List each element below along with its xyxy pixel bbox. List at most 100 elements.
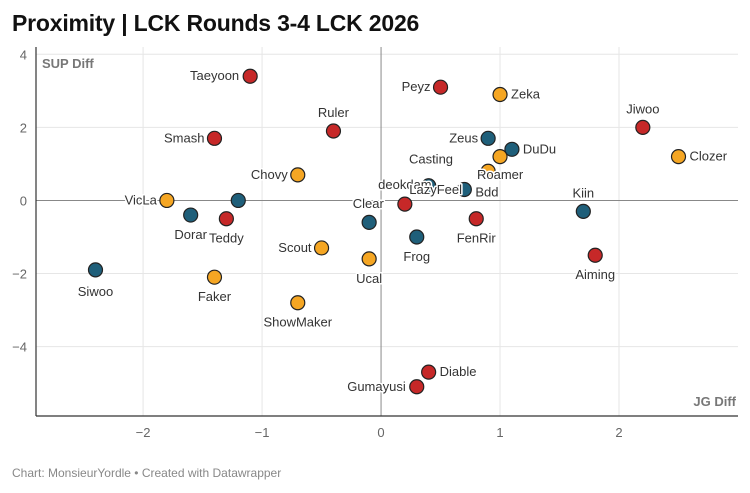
point-label: Smash <box>164 130 204 145</box>
point-label-halo: Siwoo <box>78 284 113 299</box>
point-label: Clozer <box>690 149 728 164</box>
data-point-zeus: Zeus <box>480 130 496 146</box>
point-label-halo: Kiin <box>572 185 594 200</box>
data-point-cuzz: Cuzz <box>230 192 246 209</box>
point-label: Ruler <box>318 105 350 120</box>
point-label-halo: Zeka <box>511 86 541 101</box>
point-label: Teddy <box>209 231 244 246</box>
point-label: LazyFeel <box>409 182 462 197</box>
data-point-dorar: Dorar <box>183 207 199 223</box>
point-label: Diable <box>440 364 477 379</box>
data-point-kiin: Kiin <box>575 203 591 220</box>
data-point-casting: Casting <box>492 149 508 165</box>
data-point-jiwoo: Jiwoo <box>635 119 651 135</box>
point-label: DuDu <box>523 141 556 156</box>
point-label: Dorar <box>174 227 207 242</box>
point-label: Faker <box>198 289 232 304</box>
data-point-scout: Scout <box>313 240 330 256</box>
point-label-halo: Dorar <box>174 227 207 242</box>
point-label-halo: Taeyoon <box>190 68 239 83</box>
point-label: Gumayusi <box>347 379 406 394</box>
data-point-siwoo: Siwoo <box>87 262 104 278</box>
point-label: Scout <box>278 240 312 255</box>
point-label-halo: Clozer <box>690 149 728 164</box>
point-label-halo: Chovy <box>251 167 288 182</box>
data-point-frog: Frog <box>409 229 425 245</box>
x-axis-title: JG Diff <box>693 394 736 409</box>
point-label: Siwoo <box>78 284 113 299</box>
point-label-halo: Peyz <box>402 79 431 94</box>
data-point-showmaker: ShowMaker <box>290 295 306 311</box>
point-label: Bdd <box>475 184 498 199</box>
point-label: Kiin <box>572 185 594 200</box>
y-tick-label: 0 <box>20 193 27 208</box>
point-label-halo: Casting <box>409 152 453 167</box>
data-point-vicla: VicLa <box>159 192 175 209</box>
axis-layer: −2 −1 0 1 2 −4 −2 0 2 4 SUP Diff JG Diff <box>12 47 738 440</box>
data-point-smash: Smash <box>206 130 223 146</box>
x-tick-label: 0 <box>377 425 384 440</box>
y-tick-label: −4 <box>12 340 27 355</box>
x-tick-label: −2 <box>136 425 151 440</box>
point-label: Chovy <box>251 167 288 182</box>
data-point-dudu: DuDu <box>504 141 520 157</box>
data-point-chovy: Chovy <box>290 167 306 183</box>
y-axis-title: SUP Diff <box>42 56 94 71</box>
point-label-halo: Roamer <box>477 167 524 182</box>
point-label-halo: Smash <box>164 130 204 145</box>
point-label-halo: Aiming <box>575 267 615 282</box>
data-point-fenrir: FenRir <box>468 211 484 227</box>
data-point-aiming: Aiming <box>587 247 603 263</box>
data-point-ucal: Ucal <box>361 251 377 267</box>
point-label-halo: VicLa <box>125 192 158 207</box>
point-label-halo: Ruler <box>318 105 350 120</box>
point-label-halo: Frog <box>403 249 430 264</box>
data-point-peyz: Peyz <box>432 79 449 95</box>
grid-layer <box>36 47 738 416</box>
point-label-halo: Jiwoo <box>626 101 659 116</box>
point-label: Aiming <box>575 267 615 282</box>
point-label: ShowMaker <box>263 315 332 330</box>
point-label-halo: deokdam <box>378 177 431 192</box>
point-label-halo: Scout <box>278 240 312 255</box>
point-label: Frog <box>403 249 430 264</box>
data-point-zeka: Zeka <box>492 86 508 103</box>
point-label: Peyz <box>402 79 431 94</box>
point-label: Jiwoo <box>626 101 659 116</box>
point-label: Ucal <box>356 271 382 286</box>
point-label-halo: Teddy <box>209 231 244 246</box>
data-point-kellin: Kellin <box>361 214 377 230</box>
point-label: Zeka <box>511 86 541 101</box>
data-point-clozer: Clozer <box>670 149 687 165</box>
y-tick-label: −2 <box>12 267 27 282</box>
point-label: Casting <box>409 152 453 167</box>
x-tick-label: 1 <box>496 425 503 440</box>
chart-credit: Chart: MonsieurYordle • Created with Dat… <box>12 466 282 480</box>
data-point-gumayusi: Gumayusi <box>409 379 425 395</box>
x-tick-label: 2 <box>615 425 622 440</box>
point-layer: Taeyoon Peyz Zeka Jiwoo Ruler Smash Zeus DuDu Cl… <box>87 68 687 395</box>
y-tick-label: 2 <box>20 120 27 135</box>
point-label-halo: Ucal <box>356 271 382 286</box>
point-label-halo: Diable <box>440 364 477 379</box>
point-label-halo: Faker <box>198 289 232 304</box>
data-point-diable: Diable <box>421 364 437 380</box>
point-label: Clear <box>353 196 385 211</box>
point-label-halo: ShowMaker <box>263 315 332 330</box>
point-label-halo: Clear <box>353 196 385 211</box>
point-label: Zeus <box>449 130 478 145</box>
point-label-halo: DuDu <box>523 141 556 156</box>
data-point-teddy: Teddy <box>218 211 234 227</box>
data-point-bdd: Bdd <box>456 181 472 198</box>
data-point-roamer: Roamer <box>480 163 496 179</box>
point-label: FenRir <box>457 231 497 246</box>
point-label-halo: Bdd <box>475 184 498 199</box>
data-point-ruler: Ruler <box>325 123 342 139</box>
point-label-halo: Gumayusi <box>347 379 406 394</box>
chart-title: Proximity | LCK Rounds 3-4 LCK 2026 <box>12 10 420 36</box>
point-label: VicLa <box>125 192 158 207</box>
point-label: deokdam <box>378 177 431 192</box>
point-label-halo: LazyFeel <box>409 182 462 197</box>
point-label-halo: Zeus <box>449 130 478 145</box>
